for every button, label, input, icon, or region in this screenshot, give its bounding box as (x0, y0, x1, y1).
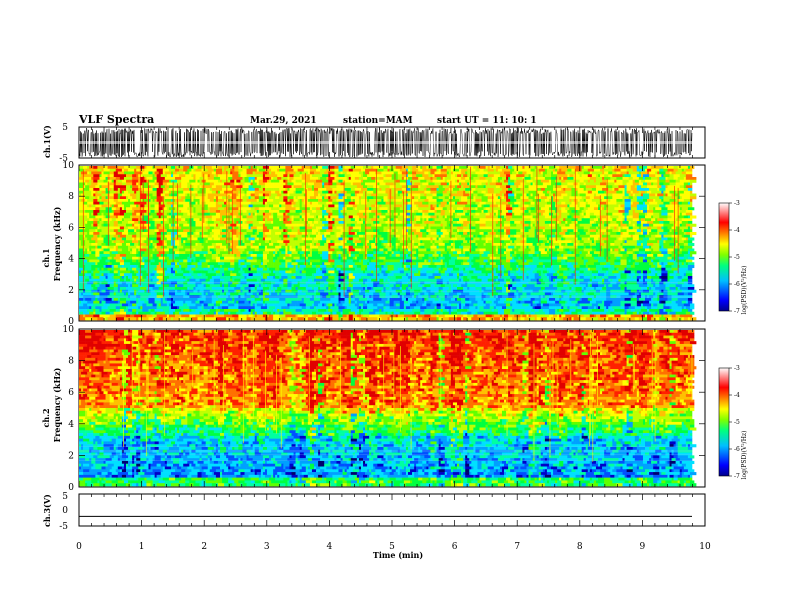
y-tick-label: 8 (68, 192, 74, 202)
y-tick-label: 4 (68, 255, 74, 265)
colorbar-tick-label: -6 (734, 446, 740, 453)
x-tick-label: 5 (389, 542, 395, 552)
ch1-waveform-path (78, 127, 693, 158)
x-tick-label: 10 (699, 542, 711, 552)
colorbar-tick-label: -3 (734, 365, 740, 372)
y-tick-label: 0 (68, 317, 74, 327)
x-tick-label: 4 (327, 542, 333, 552)
x-tick-label: 1 (139, 542, 145, 552)
x-tick-label: 3 (264, 542, 270, 552)
ch1-spec-ylabel-1: ch.1 (41, 248, 51, 267)
ch2-spec-ylabel-1: ch.2 (41, 408, 51, 427)
ch3-ytick-mid: 0 (62, 506, 68, 516)
y-tick-label: 2 (68, 286, 74, 296)
ch1-spectrogram-panel: 0 2 4 6 8 10 ch.1 Frequency (kHz) (41, 161, 706, 327)
x-tick-label: 8 (577, 542, 583, 552)
y-tick-label: 6 (68, 388, 74, 398)
y-tick-label: 0 (68, 483, 74, 493)
colorbar-tick-label: -6 (734, 281, 740, 288)
ch3-ylabel: ch.3(V) (42, 494, 52, 527)
x-tick-label: 6 (452, 542, 458, 552)
colorbar-tick-label: -5 (734, 254, 740, 261)
date-label: Mar.29, 2021 (250, 116, 317, 126)
x-tick-label: 2 (201, 542, 207, 552)
ch2-spectrogram-panel: 0 2 4 6 8 10 ch.2 Frequency (kHz) (41, 325, 706, 493)
ch2-spectrogram-image (79, 330, 697, 487)
y-tick-label: 2 (68, 451, 74, 461)
ch1-ytick-top: 5 (62, 123, 68, 133)
colorbar-tick-label: -3 (734, 200, 740, 207)
ch1-spec-ylabel-2: Frequency (kHz) (52, 206, 62, 281)
ch3-waveform-panel: 5 0 -5 ch.3(V) (42, 492, 706, 532)
ch3-ytick-top: 5 (62, 492, 68, 502)
ch3-ytick-bottom: -5 (59, 522, 68, 532)
colorbar-tick-label: -7 (734, 473, 740, 480)
ch1-spectrogram-image (79, 166, 697, 321)
ch2-colorbar: -3 -4 -5 -6 -7 log(PSD)(V²/Hz) (718, 365, 748, 480)
ch1-ylabel: ch.1(V) (42, 125, 52, 158)
ch1-colorbar-label: log(PSD)(V²/Hz) (741, 266, 748, 315)
ch1-waveform-panel: 5 -5 ch.1(V) (42, 123, 706, 164)
x-tick-label: 9 (640, 542, 646, 552)
ch1-waveform-trace (78, 127, 693, 158)
y-tick-label: 6 (68, 223, 74, 233)
ch2-colorbar-label: log(PSD)(V²/Hz) (741, 431, 748, 480)
x-tick-label: 0 (76, 542, 82, 552)
x-axis-ticklabels: 0 1 2 3 4 5 6 7 8 9 10 (76, 542, 711, 552)
start-ut-label: start UT = 11: 10: 1 (437, 116, 537, 126)
colorbar-tick-label: -4 (734, 227, 740, 234)
x-tick-label: 7 (514, 542, 520, 552)
ch2-spec-ylabel-2: Frequency (kHz) (52, 367, 62, 442)
station-label: station=MAM (343, 116, 413, 126)
colorbar-tick-label: -4 (734, 392, 740, 399)
y-tick-label: 8 (68, 357, 74, 367)
figure-title: VLF Spectra (78, 113, 154, 126)
colorbar-tick-label: -7 (734, 308, 740, 315)
colorbar-tick-label: -5 (734, 419, 740, 426)
ch1-ytick-bottom: -5 (59, 154, 68, 164)
x-axis-label: Time (min) (373, 550, 423, 560)
y-tick-label: 10 (63, 161, 75, 171)
y-tick-label: 10 (63, 325, 75, 335)
ch1-colorbar: -3 -4 -5 -6 -7 log(PSD)(V²/Hz) (718, 200, 748, 315)
y-tick-label: 4 (68, 420, 74, 430)
